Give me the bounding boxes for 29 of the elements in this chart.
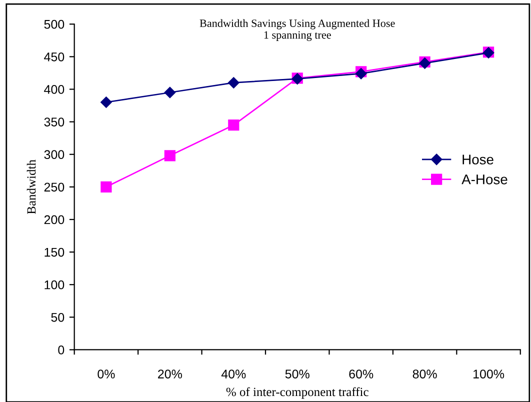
point [100,181,112,192]
y-axis-title: Bandwidth [26,160,36,214]
x-tick-label: 20% [158,370,182,378]
y-tick-label: 250 [44,182,64,192]
x-tick-label: 80% [412,370,437,378]
point [100,96,112,108]
legend-label: Hose [462,154,494,164]
x-tick-label: 50% [285,370,310,378]
y-tick-label: 450 [44,52,64,62]
point [228,120,240,131]
chart-title: Bandwidth Savings Using Augmented Hose 1 spanning tree [200,19,395,41]
point [228,77,240,88]
point [164,150,176,162]
y-tick-label: 200 [44,215,64,224]
x-tick-label: 100% [473,370,504,378]
point [164,86,176,98]
y-tick-label: 50 [51,312,64,322]
y-tick-label: 150 [44,248,64,257]
y-tick-label: 100 [44,280,64,290]
y-tick-label: 500 [44,20,64,29]
x-tick-label: 40% [221,370,246,378]
legend-label: A-Hose [462,174,508,184]
y-tick-label: 400 [44,85,64,94]
x-tick-label: 60% [349,370,374,378]
x-tick-label: 0% [98,370,115,378]
y-tick-label: 300 [44,150,64,160]
y-tick-label: 0 [58,346,64,354]
y-tick-label: 350 [44,118,64,126]
x-axis-title: % of inter-component traffic [226,387,368,399]
